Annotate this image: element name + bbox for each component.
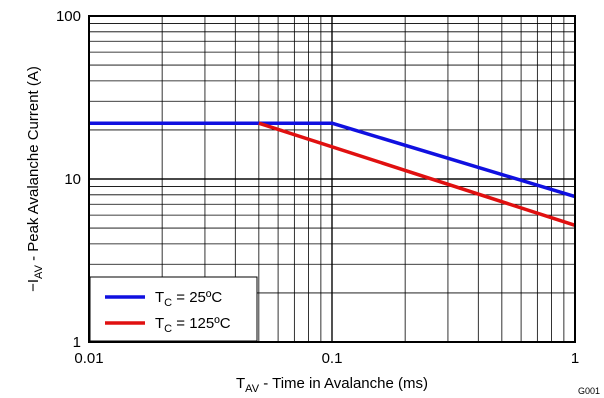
y-axis-title-prefix: −I	[25, 279, 42, 292]
x-axis-title-rest: - Time in Avalanche (ms)	[259, 375, 428, 392]
tick-labels: 0.01 0.1 1 1 10 100	[56, 8, 579, 367]
y-axis-title-rest: - Peak Avalanche Current (A)	[25, 66, 42, 265]
legend-label-25c: TC = 25ºC	[155, 289, 222, 309]
x-axis-title-sub: AV	[245, 383, 260, 395]
x-tick-label: 0.01	[74, 350, 103, 367]
y-axis-title: −IAV - Peak Avalanche Current (A)	[25, 66, 45, 292]
x-axis-title: TAV - Time in Avalanche (ms)	[236, 375, 428, 395]
y-tick-label: 1	[73, 334, 81, 351]
legend-label-25c-sub: C	[164, 297, 172, 309]
series-line-25c	[89, 121, 576, 199]
x-axis-title-main: T	[236, 375, 245, 392]
legend-label-125c-sub: C	[164, 323, 172, 335]
plot-frame	[88, 15, 576, 343]
y-tick-label: 100	[56, 8, 81, 25]
x-tick-label: 1	[571, 350, 579, 367]
series-layer	[89, 121, 576, 227]
legend-label-25c-rest: = 25ºC	[172, 289, 222, 306]
legend-box	[89, 276, 258, 342]
legend-label-25c-main: T	[155, 289, 164, 306]
figure-id: G001	[578, 386, 600, 396]
legend-label-125c: TC = 125ºC	[155, 315, 231, 335]
legend-label-125c-rest: = 125ºC	[172, 315, 231, 332]
series-line-125c	[258, 121, 576, 227]
grid	[89, 16, 575, 342]
x-tick-label: 0.1	[322, 350, 343, 367]
legend: TC = 25ºC TC = 125ºC	[89, 276, 258, 342]
legend-label-125c-main: T	[155, 315, 164, 332]
y-axis-title-sub: AV	[33, 264, 45, 279]
y-tick-label: 10	[64, 171, 81, 188]
